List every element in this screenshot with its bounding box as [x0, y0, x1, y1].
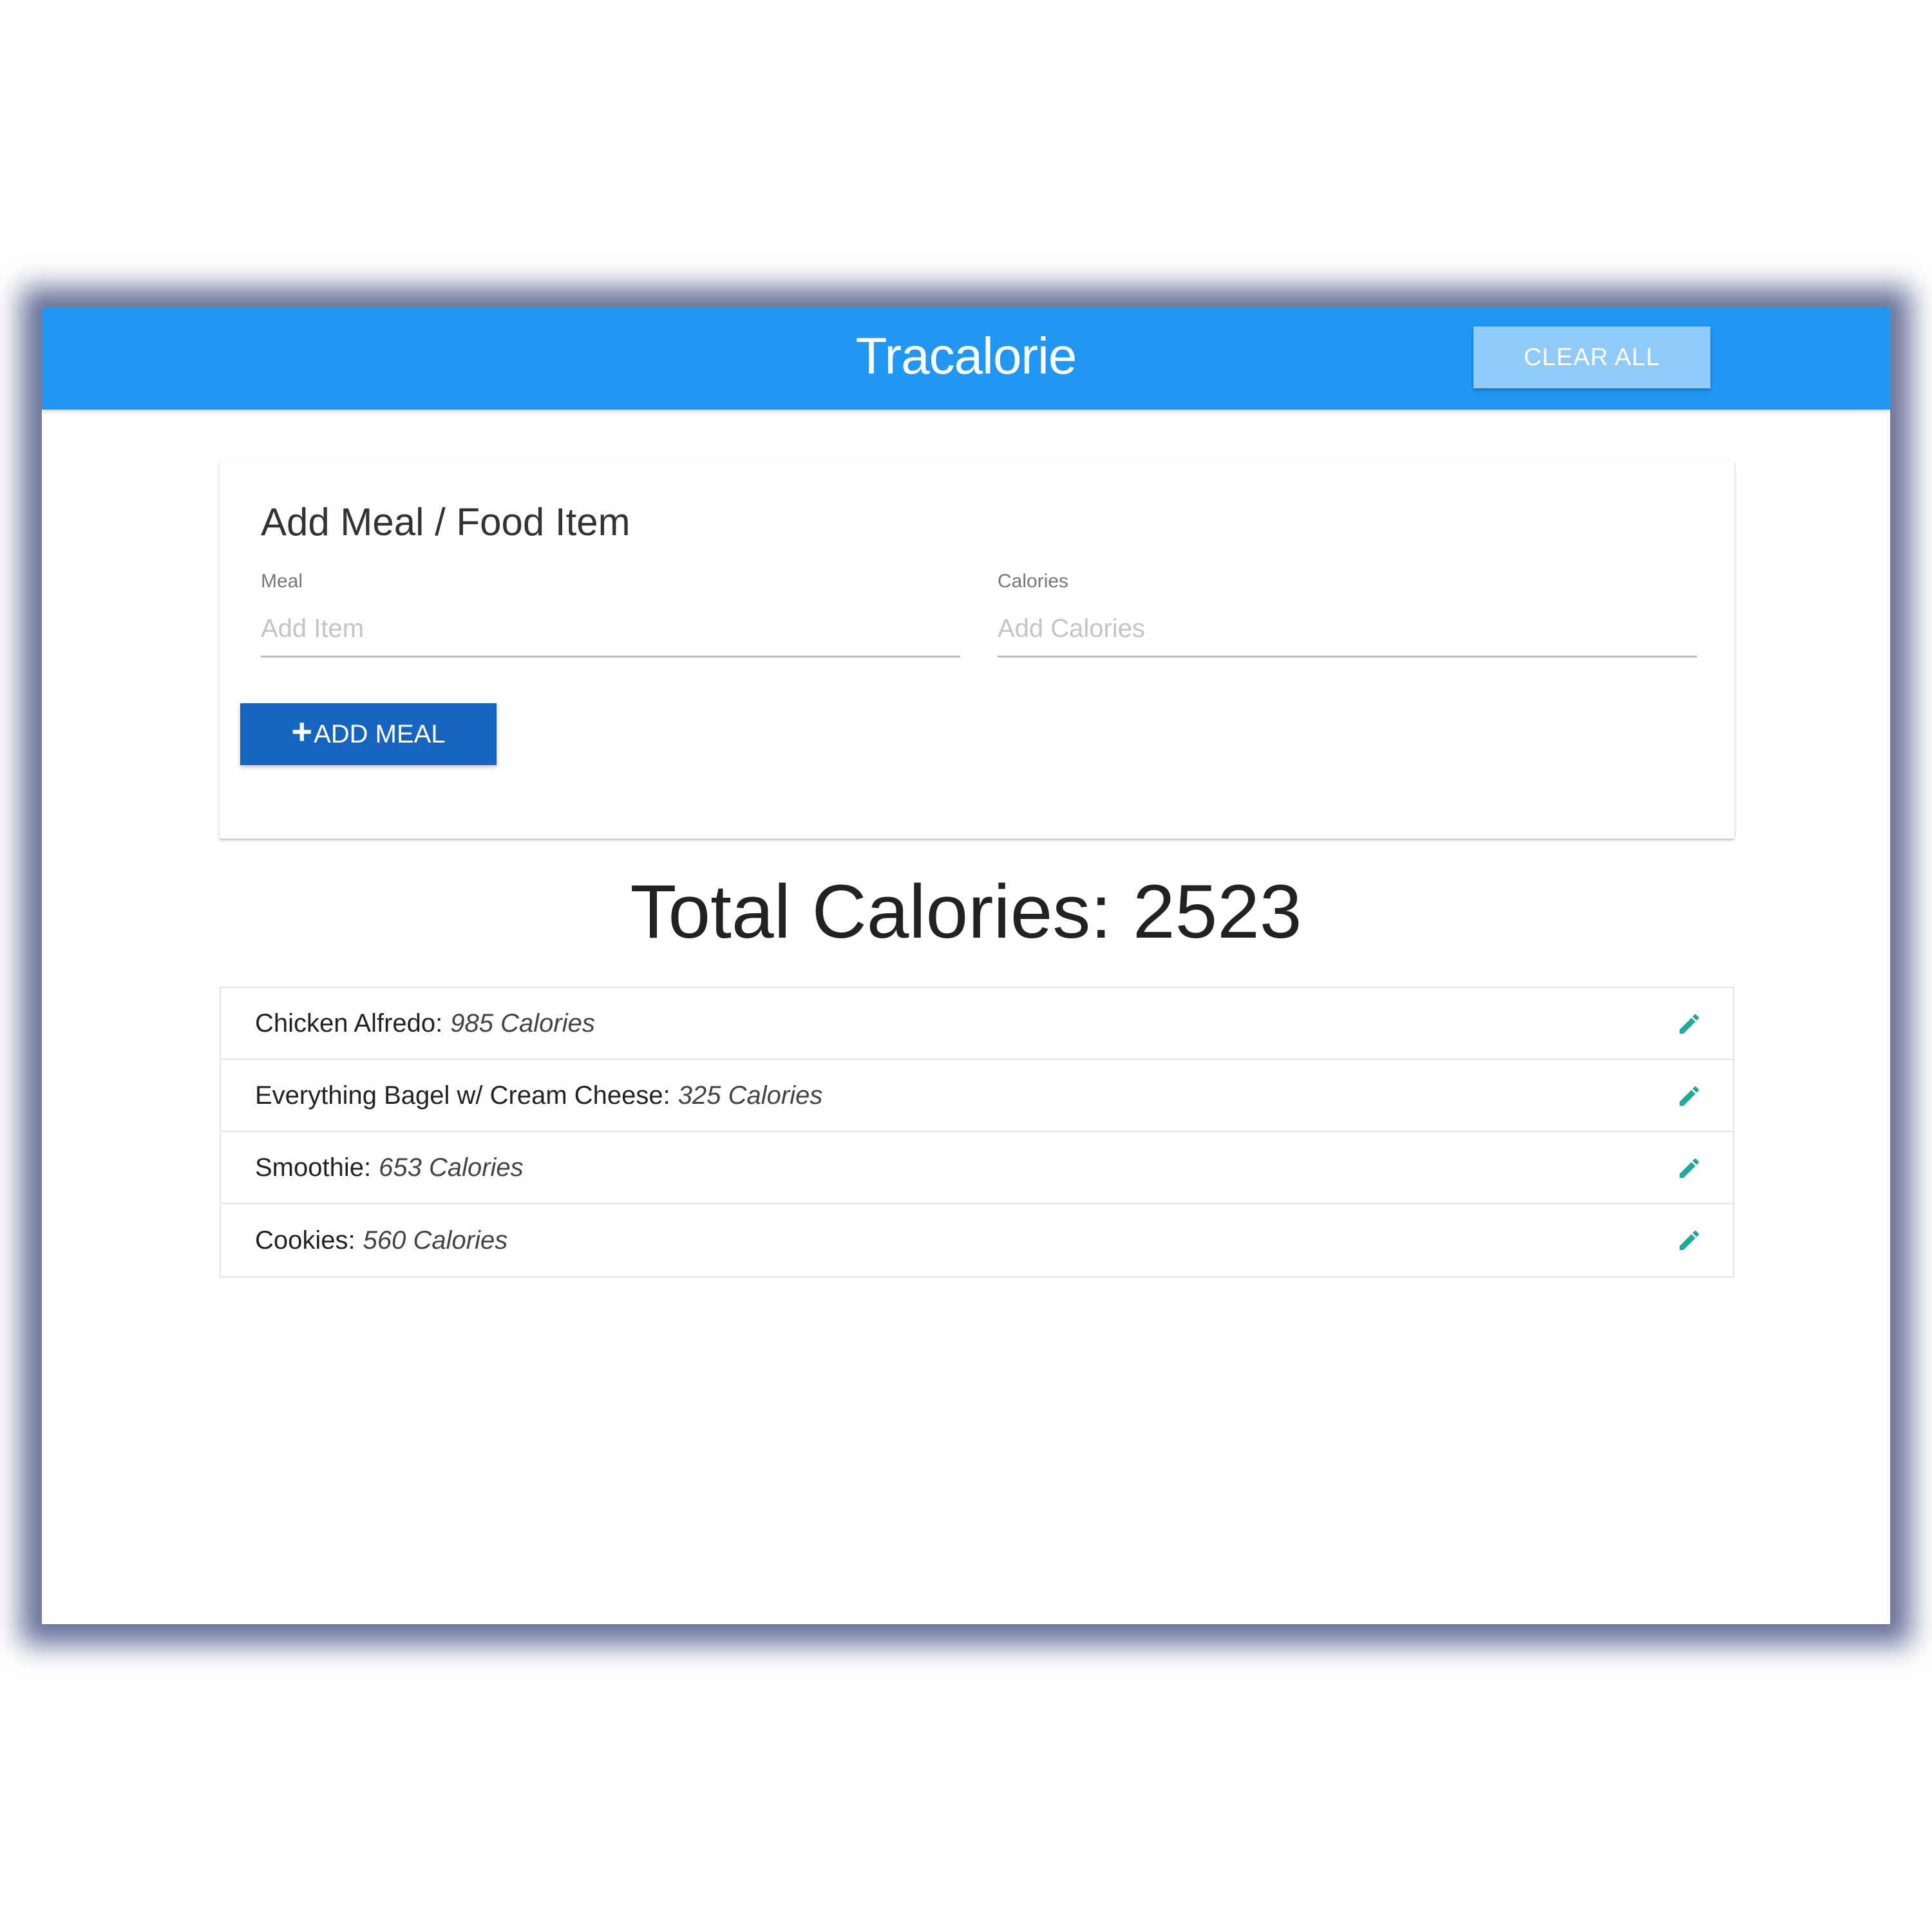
meal-calories: 560 Calories	[363, 1226, 508, 1255]
list-item: Cookies: 560 Calories	[221, 1204, 1733, 1276]
meal-label: Meal	[261, 571, 303, 592]
add-meal-button-label: ADD MEAL	[314, 719, 446, 748]
list-item: Chicken Alfredo: 985 Calories	[221, 988, 1733, 1060]
meal-name: Everything Bagel w/ Cream Cheese:	[255, 1081, 670, 1110]
meal-calories: 985 Calories	[450, 1009, 595, 1037]
pencil-icon[interactable]	[1676, 1227, 1702, 1253]
app-window: Tracalorie CLEAR ALL Add Meal / Food Ite…	[42, 308, 1890, 1624]
meal-name: Chicken Alfredo:	[255, 1009, 443, 1037]
meal-input[interactable]	[261, 601, 960, 658]
add-meal-card: Add Meal / Food Item Meal Calories + ADD…	[220, 461, 1734, 838]
plus-icon: +	[291, 711, 313, 752]
add-meal-button[interactable]: + ADD MEAL	[240, 703, 497, 765]
meal-name: Smoothie:	[255, 1153, 372, 1182]
meal-calories: 653 Calories	[379, 1153, 524, 1182]
navbar: Tracalorie CLEAR ALL	[42, 308, 1890, 410]
pencil-icon[interactable]	[1676, 1083, 1702, 1109]
list-item: Everything Bagel w/ Cream Cheese: 325 Ca…	[221, 1060, 1733, 1132]
list-item: Smoothie: 653 Calories	[221, 1132, 1733, 1204]
calories-label: Calories	[998, 571, 1069, 592]
total-calories: Total Calories: 2523	[630, 869, 1302, 954]
calories-input[interactable]	[998, 601, 1697, 658]
pencil-icon[interactable]	[1676, 1155, 1702, 1181]
meal-calories: 325 Calories	[677, 1081, 823, 1110]
pencil-icon[interactable]	[1676, 1011, 1702, 1037]
app-title: Tracalorie	[855, 327, 1077, 384]
clear-all-button[interactable]: CLEAR ALL	[1473, 327, 1710, 388]
meal-name: Cookies:	[255, 1226, 355, 1255]
meal-list: Chicken Alfredo: 985 Calories Everything…	[220, 987, 1734, 1278]
card-title: Add Meal / Food Item	[261, 500, 630, 544]
